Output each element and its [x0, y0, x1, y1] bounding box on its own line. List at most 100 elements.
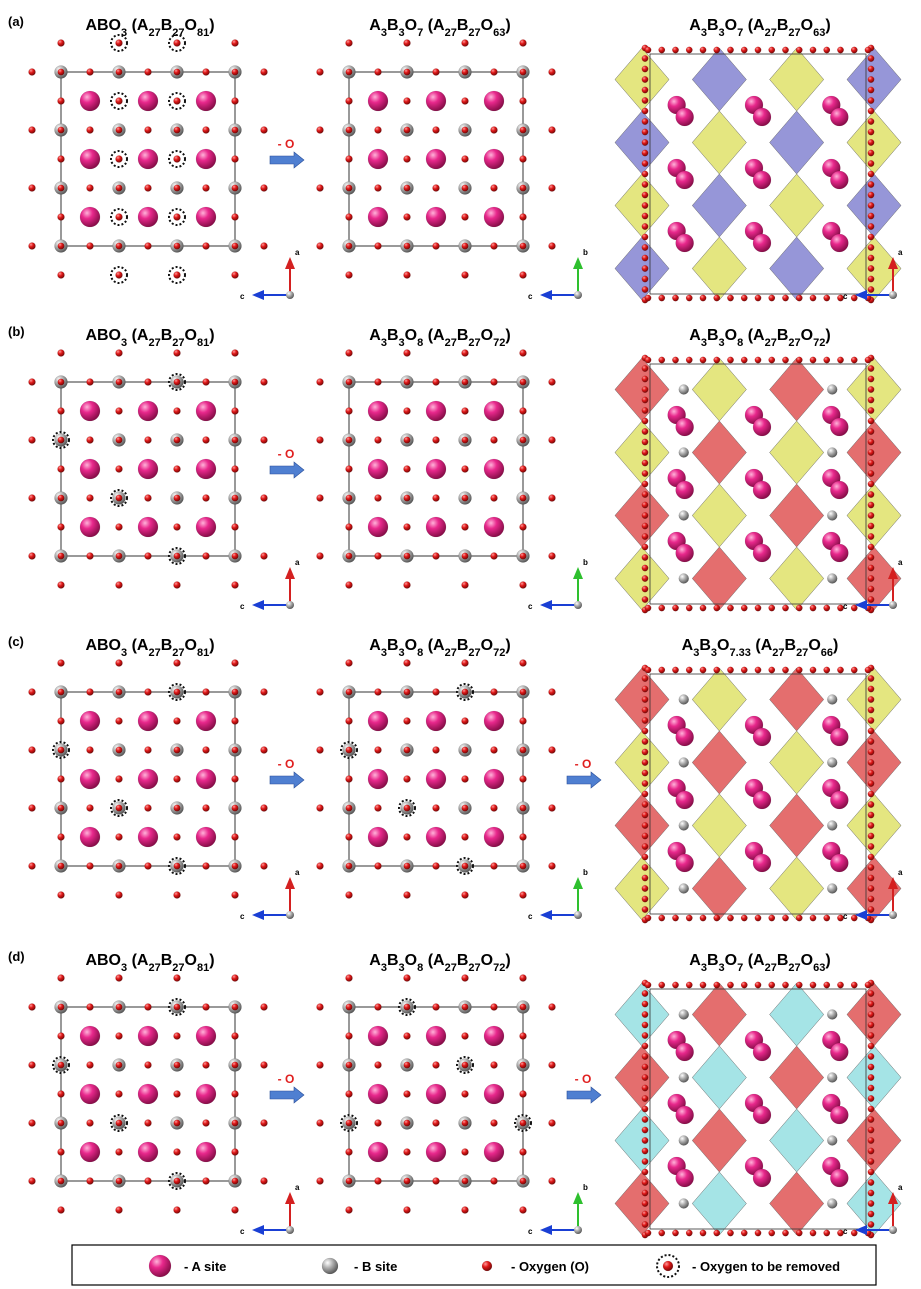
formula-text: O — [801, 327, 813, 344]
oxygen-removed-icon — [110, 266, 128, 284]
oxygen-atom — [432, 862, 440, 870]
a-site-atom — [367, 516, 389, 538]
oxygen-atom — [713, 604, 721, 612]
oxygen-atom — [754, 1229, 762, 1237]
oxygen-atom — [231, 126, 239, 134]
oxygen-atom — [403, 494, 411, 502]
oxygen-atom — [867, 480, 875, 488]
b-site-atom — [827, 1072, 838, 1083]
formula-text: ) — [825, 327, 830, 344]
axis-label-up: a — [898, 868, 903, 877]
b-site-atom — [678, 1072, 689, 1083]
a-site-atom — [367, 710, 389, 732]
b-site-atom — [678, 447, 689, 458]
oxygen-atom — [403, 68, 411, 76]
oxygen-atom — [202, 746, 210, 754]
oxygen-atom — [641, 843, 649, 850]
oxygen-atom — [699, 914, 707, 922]
lattice-view-initial — [28, 34, 268, 284]
oxygen-atom — [86, 552, 94, 560]
oxygen-atom — [641, 1032, 649, 1039]
b-site-atom — [827, 883, 838, 894]
oxygen-atom — [144, 862, 152, 870]
formula-text: B — [707, 952, 719, 969]
a-site-atom — [752, 480, 772, 500]
oxygen-atom — [867, 128, 875, 136]
oxygen-atom — [173, 659, 181, 667]
oxygen-atom — [374, 68, 382, 76]
oxygen-atom — [867, 365, 875, 372]
oxygen-atom — [115, 1003, 123, 1011]
oxygen-atom — [641, 717, 649, 724]
oxygen-atom — [461, 271, 469, 279]
oxygen-atom — [28, 804, 36, 812]
oxygen-atom — [867, 790, 875, 798]
oxygen-atom — [641, 149, 649, 157]
oxygen-removed-icon — [110, 489, 128, 507]
structure-formula: ABO3 (A27B27O81) — [85, 637, 214, 659]
oxygen-atom — [115, 68, 123, 76]
oxygen-atom — [644, 356, 652, 364]
lattice-view-initial — [28, 974, 268, 1214]
formula-subscript: 27 — [468, 337, 480, 349]
oxygen-atom — [231, 523, 239, 531]
oxygen-atom — [345, 271, 353, 279]
oxygen-atom — [173, 1061, 181, 1069]
axis-label-left: c — [240, 912, 245, 921]
formula-text: O — [801, 952, 813, 969]
oxygen-atom — [867, 843, 875, 850]
axis-label-left: c — [843, 1227, 848, 1236]
oxygen-atom — [713, 46, 721, 54]
oxygen-atom — [115, 1090, 123, 1098]
formula-text: B — [457, 327, 469, 344]
oxygen-atom — [867, 233, 875, 241]
oxygen-atom — [519, 1177, 527, 1185]
oxygen-atom — [57, 494, 65, 502]
a-site-atom — [367, 90, 389, 112]
oxygen-atom — [115, 39, 123, 47]
oxygen-atom — [641, 118, 649, 125]
oxygen-atom — [231, 97, 239, 105]
oxygen-atom — [641, 885, 649, 892]
oxygen-atom — [641, 1147, 649, 1155]
formula-subscript: 27 — [765, 27, 777, 39]
oxygen-atom — [713, 981, 721, 989]
oxygen-atom — [867, 107, 875, 115]
oxygen-atom — [461, 552, 469, 560]
oxygen-atom — [461, 213, 469, 221]
coordination-polyhedron — [769, 793, 825, 858]
a-site-atom — [137, 768, 159, 790]
oxygen-atom — [432, 1119, 440, 1127]
oxygen-atom — [864, 356, 872, 364]
panel-label: (c) — [8, 634, 24, 649]
oxygen-atom — [260, 746, 268, 754]
axis-label-up: a — [295, 868, 300, 877]
oxygen-atom — [867, 738, 875, 745]
axis-left-head — [252, 290, 264, 300]
oxygen-atom — [403, 746, 411, 754]
oxygen-atom — [173, 1206, 181, 1214]
oxygen-atom — [658, 294, 666, 302]
a-site-atom — [79, 516, 101, 538]
formula-subscript: 7 — [737, 962, 743, 974]
axis-left-head — [540, 910, 552, 920]
formula-text: B — [161, 327, 173, 344]
removal-step-label: - O — [575, 1072, 592, 1086]
oxygen-atom — [231, 436, 239, 444]
oxygen-atom — [867, 822, 875, 829]
oxygen-atom — [672, 666, 679, 674]
oxygen-atom — [316, 242, 324, 250]
formula-text: O — [481, 17, 493, 34]
b-site-atom — [827, 1135, 838, 1146]
oxygen-atom — [345, 552, 353, 560]
oxygen-atom — [740, 1229, 748, 1237]
oxygen-atom — [641, 449, 649, 456]
oxygen-atom — [867, 853, 875, 861]
oxygen-atom — [519, 1148, 527, 1156]
oxygen-atom — [713, 666, 721, 674]
a-site-atom — [830, 543, 849, 563]
oxygen-atom — [644, 914, 652, 922]
a-site-atom — [752, 1168, 772, 1188]
oxygen-atom — [795, 294, 803, 302]
coordination-polyhedron — [769, 546, 825, 611]
